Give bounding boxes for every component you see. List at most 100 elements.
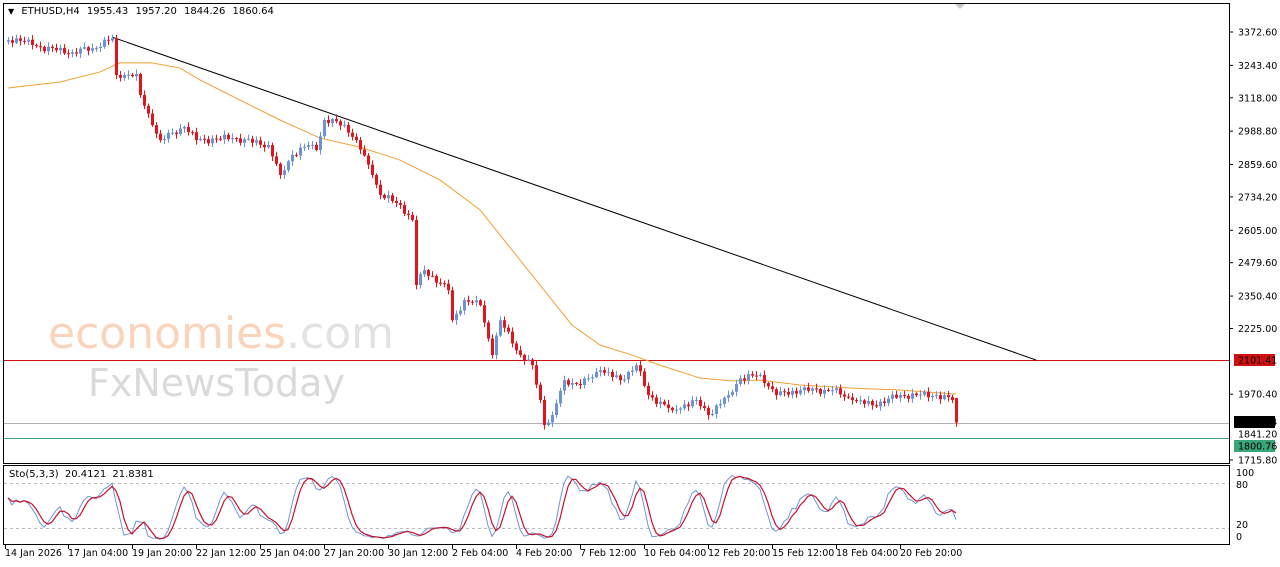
bear-candle xyxy=(227,132,230,142)
bull-candle xyxy=(283,165,286,179)
bull-candle xyxy=(731,389,734,397)
candle-body xyxy=(455,313,458,321)
candle-body xyxy=(87,47,90,51)
candle-body xyxy=(187,126,190,133)
candle-body xyxy=(771,386,774,390)
candle-body xyxy=(783,391,786,393)
bull-candle xyxy=(323,117,326,139)
stochastic-label: Sto(5,3,3) xyxy=(9,469,59,480)
bear-candle xyxy=(871,399,874,410)
time-tick-label: 25 Jan 04:00 xyxy=(260,548,320,559)
bear-candle xyxy=(35,43,38,48)
bear-candle xyxy=(491,334,494,359)
bear-candle xyxy=(643,368,646,388)
candle-body xyxy=(159,133,162,141)
bear-candle xyxy=(775,387,778,400)
bull-candle xyxy=(943,391,946,401)
price-tick-label: 1970.40 xyxy=(1238,390,1277,401)
candle-body xyxy=(879,401,882,407)
candle-body xyxy=(195,132,198,141)
bull-candle xyxy=(255,136,258,146)
candle-body xyxy=(275,156,278,164)
candle-body xyxy=(403,204,406,214)
candle-body xyxy=(451,290,454,321)
candle-body xyxy=(287,161,290,171)
bear-candle xyxy=(895,390,898,399)
candle-body xyxy=(915,393,918,396)
bull-candle xyxy=(527,354,530,362)
candle-body xyxy=(867,401,870,404)
bear-candle xyxy=(119,70,122,82)
candle-body xyxy=(719,404,722,406)
candle-body xyxy=(891,394,894,399)
bull-candle xyxy=(555,399,558,418)
bear-candle xyxy=(903,390,906,399)
bear-candle xyxy=(43,45,46,54)
bear-candle xyxy=(655,394,658,408)
candle-body xyxy=(63,47,66,54)
candle-body xyxy=(955,398,958,423)
candle-body xyxy=(147,105,150,114)
bear-candle xyxy=(947,390,950,402)
candle-body xyxy=(791,390,794,395)
candle-body xyxy=(543,400,546,426)
bull-candle xyxy=(595,367,598,379)
time-tick-label: 18 Feb 04:00 xyxy=(836,548,898,559)
bear-candle xyxy=(151,109,154,127)
candle-body xyxy=(263,144,266,148)
bear-candle xyxy=(851,393,854,405)
bear-candle xyxy=(219,136,222,142)
chart-shift-marker-icon[interactable] xyxy=(955,4,965,9)
bull-candle xyxy=(583,376,586,389)
bull-candle xyxy=(167,129,170,143)
bull-candle xyxy=(803,384,806,395)
bear-candle xyxy=(907,393,910,403)
candle-body xyxy=(191,132,194,134)
candle-body xyxy=(927,391,930,398)
candle-body xyxy=(503,320,506,328)
bear-candle xyxy=(395,196,398,207)
candle-body xyxy=(51,46,54,48)
bull-candle xyxy=(867,396,870,407)
bear-candle xyxy=(391,192,394,204)
candle-body xyxy=(575,383,578,385)
candle-body xyxy=(887,398,890,404)
bull-candle xyxy=(319,131,322,155)
candle-body xyxy=(739,378,742,384)
candle-body xyxy=(207,139,210,144)
bear-candle xyxy=(399,199,402,209)
bull-candle xyxy=(79,46,82,59)
candle-body xyxy=(603,370,606,373)
candle-body xyxy=(859,400,862,402)
bull-candle xyxy=(727,390,730,403)
candle-body xyxy=(843,394,846,397)
bear-candle xyxy=(411,211,414,222)
bear-candle xyxy=(519,345,522,358)
bull-candle xyxy=(739,375,742,387)
candle-body xyxy=(851,397,854,401)
bear-candle xyxy=(155,122,158,139)
candle-body xyxy=(855,400,858,402)
bear-candle xyxy=(451,286,454,323)
bear-candle xyxy=(567,378,570,387)
bear-candle xyxy=(771,381,774,393)
time-tick-label: 17 Jan 04:00 xyxy=(68,548,128,559)
candle-body xyxy=(115,38,118,76)
candle-body xyxy=(695,400,698,402)
time-tick-label: 12 Feb 20:00 xyxy=(708,548,770,559)
bear-candle xyxy=(363,145,366,157)
candle-body xyxy=(871,401,874,406)
triangle-down-icon[interactable]: ▼ xyxy=(8,7,15,16)
candle-body xyxy=(723,397,726,405)
candle-body xyxy=(315,144,318,150)
candle-body xyxy=(639,365,642,372)
bear-candle xyxy=(107,35,110,46)
candle-body xyxy=(679,408,682,410)
bear-candle xyxy=(639,360,642,377)
time-tick-label: 10 Feb 04:00 xyxy=(644,548,706,559)
bear-candle xyxy=(611,369,614,382)
candle-body xyxy=(619,375,622,381)
bull-candle xyxy=(859,395,862,405)
bear-candle xyxy=(951,394,954,404)
